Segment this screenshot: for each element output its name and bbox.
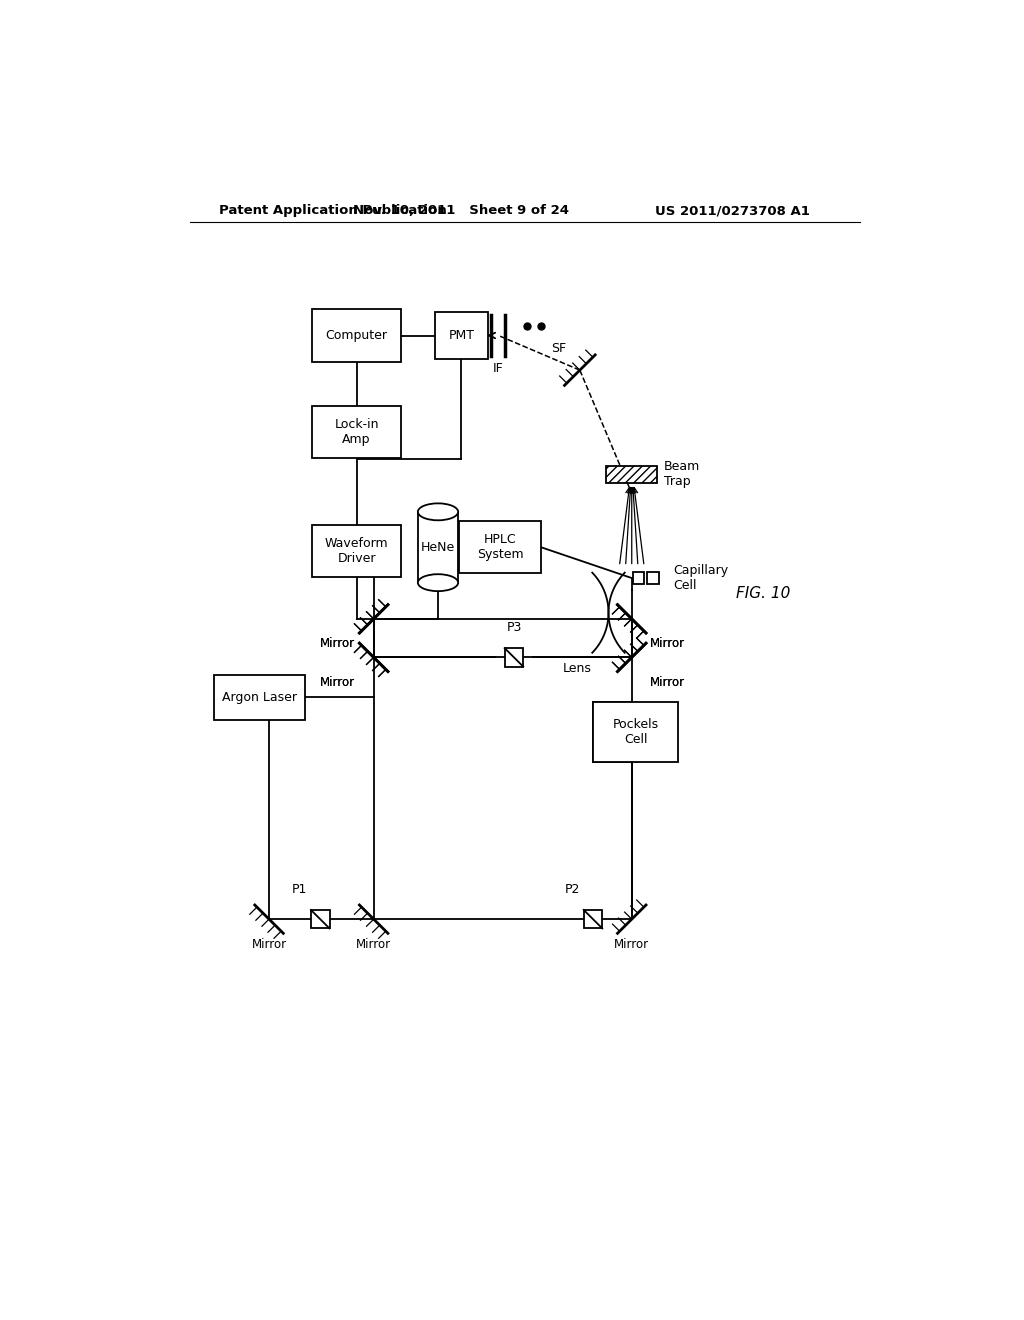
Text: Mirror: Mirror (356, 937, 391, 950)
Bar (312, 405, 401, 458)
Text: Mirror: Mirror (650, 676, 685, 689)
Bar (606, 466, 657, 483)
Bar (312, 525, 401, 577)
Text: Mirror: Mirror (650, 638, 685, 651)
Bar (460, 521, 541, 573)
Text: Nov. 10, 2011   Sheet 9 of 24: Nov. 10, 2011 Sheet 9 of 24 (353, 205, 569, 218)
Text: Pockels
Cell: Pockels Cell (612, 718, 658, 746)
Text: Mirror: Mirror (614, 937, 649, 950)
Bar (311, 909, 330, 928)
Text: Mirror: Mirror (319, 638, 355, 651)
Text: Lock-in
Amp: Lock-in Amp (335, 417, 379, 446)
Bar (435, 313, 487, 359)
Text: Lens: Lens (563, 663, 592, 675)
Text: HPLC
System: HPLC System (477, 533, 523, 561)
Text: IF: IF (494, 363, 504, 375)
Bar (312, 309, 401, 362)
Text: Mirror: Mirror (252, 937, 287, 950)
Text: HeNe: HeNe (421, 541, 455, 554)
Text: SF: SF (551, 342, 566, 355)
Text: Argon Laser: Argon Laser (222, 690, 297, 704)
Text: Computer: Computer (326, 329, 388, 342)
Text: Mirror: Mirror (319, 638, 355, 651)
Text: Mirror: Mirror (319, 676, 355, 689)
Text: US 2011/0273708 A1: US 2011/0273708 A1 (655, 205, 810, 218)
Text: P3: P3 (506, 622, 521, 635)
Bar (505, 648, 523, 667)
Bar (584, 909, 602, 928)
Text: Mirror: Mirror (650, 638, 685, 651)
Ellipse shape (418, 574, 458, 591)
Text: P2: P2 (564, 883, 580, 896)
Text: P1: P1 (292, 883, 307, 896)
Text: PMT: PMT (449, 329, 474, 342)
Text: Patent Application Publication: Patent Application Publication (219, 205, 447, 218)
Ellipse shape (418, 503, 458, 520)
Text: Mirror: Mirror (650, 676, 685, 689)
Text: Waveform
Driver: Waveform Driver (325, 537, 388, 565)
Text: Capillary
Cell: Capillary Cell (673, 564, 728, 593)
Text: FIG. 10: FIG. 10 (736, 586, 791, 601)
Text: Mirror: Mirror (319, 676, 355, 689)
Bar (606, 466, 657, 483)
Text: Beam
Trap: Beam Trap (664, 461, 699, 488)
Bar (214, 675, 305, 719)
Bar (633, 573, 644, 583)
Bar (418, 512, 458, 582)
Bar (593, 702, 678, 762)
Bar (647, 573, 658, 583)
